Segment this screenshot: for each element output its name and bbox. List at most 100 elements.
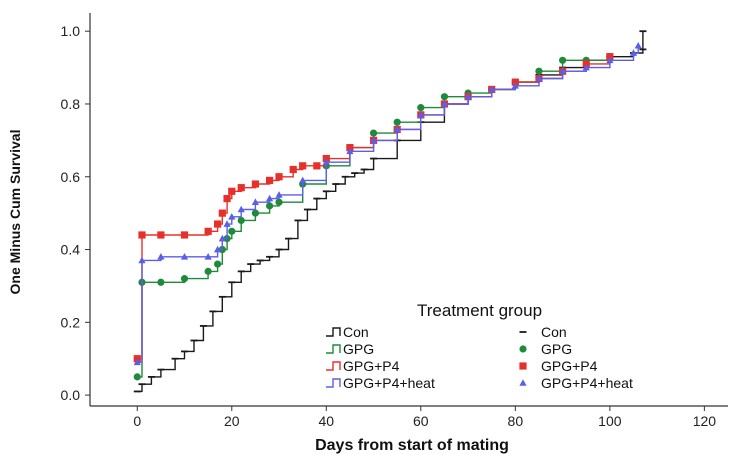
data-point bbox=[204, 253, 212, 260]
data-point bbox=[228, 212, 236, 220]
legend-marker-label: GPG bbox=[541, 341, 572, 357]
data-point bbox=[133, 373, 141, 381]
legend-line-label: Con bbox=[343, 324, 369, 340]
data-point bbox=[237, 184, 245, 192]
data-point bbox=[393, 125, 401, 133]
y-tick-label: 0.8 bbox=[61, 96, 81, 112]
legend-line-label: GPG+P4+heat bbox=[343, 375, 435, 391]
legend-step-swatch bbox=[326, 361, 341, 371]
x-tick-label: 20 bbox=[224, 413, 240, 429]
data-point bbox=[289, 165, 297, 174]
data-point bbox=[275, 191, 283, 198]
data-point bbox=[417, 111, 425, 118]
legend-marker-swatch bbox=[519, 345, 527, 353]
data-point bbox=[606, 56, 614, 64]
data-point bbox=[214, 245, 222, 253]
series-con bbox=[133, 30, 647, 393]
data-point bbox=[228, 227, 236, 235]
data-point bbox=[180, 231, 189, 239]
y-tick-label: 0.2 bbox=[61, 314, 81, 330]
data-point bbox=[511, 81, 519, 89]
data-point bbox=[157, 278, 165, 286]
data-point bbox=[346, 147, 354, 155]
y-tick-label: 0.4 bbox=[61, 242, 81, 258]
data-point bbox=[204, 227, 212, 235]
data-point bbox=[204, 267, 212, 275]
data-point bbox=[558, 67, 567, 75]
legend-marker-swatch bbox=[519, 379, 527, 386]
data-point bbox=[228, 187, 236, 195]
x-tick-label: 100 bbox=[598, 413, 622, 429]
legend-step-swatch bbox=[326, 344, 341, 354]
legend-step-swatch bbox=[326, 327, 341, 337]
series-line bbox=[137, 31, 644, 393]
data-point bbox=[634, 41, 642, 49]
data-point bbox=[214, 220, 222, 228]
legend-marker-label: GPG+P4 bbox=[541, 358, 598, 374]
data-point bbox=[133, 358, 141, 366]
data-point bbox=[299, 176, 307, 184]
legend: Treatment group ConGPGGPG+P4GPG+P4+heatC… bbox=[326, 301, 633, 391]
data-point bbox=[180, 253, 189, 260]
data-point bbox=[417, 104, 425, 112]
data-point bbox=[251, 180, 260, 188]
data-point bbox=[223, 220, 231, 227]
data-point bbox=[237, 205, 245, 213]
data-point bbox=[558, 56, 567, 64]
series-gpg-plus-p4-plus-heat bbox=[133, 41, 642, 366]
x-tick-label: 40 bbox=[319, 413, 335, 429]
tick-group: 0 20 40 60 80 100 120 0.0 0.2 0.4 0.6 0.8 1.0 bbox=[61, 23, 717, 429]
data-point bbox=[299, 162, 307, 170]
data-point bbox=[265, 194, 274, 202]
data-point bbox=[393, 118, 401, 126]
x-axis-title: Days from start of mating bbox=[315, 437, 509, 454]
legend-title: Treatment group bbox=[417, 301, 542, 320]
data-point bbox=[313, 162, 321, 170]
legend-marker-swatch bbox=[519, 362, 527, 370]
data-point bbox=[218, 234, 226, 242]
series-line bbox=[137, 45, 639, 363]
data-point bbox=[265, 176, 274, 184]
data-point bbox=[275, 173, 283, 181]
series-layer bbox=[133, 30, 647, 393]
data-point bbox=[535, 74, 543, 82]
series-line bbox=[137, 56, 611, 378]
data-point bbox=[369, 136, 378, 144]
data-point bbox=[629, 49, 638, 56]
y-axis-title: One Minus Cum Survival bbox=[7, 130, 23, 295]
data-point bbox=[223, 194, 231, 203]
legend-line-label: GPG+P4 bbox=[343, 358, 400, 374]
x-tick-label: 0 bbox=[133, 413, 141, 429]
data-point bbox=[440, 100, 449, 107]
data-point bbox=[535, 67, 543, 75]
data-point bbox=[138, 256, 146, 264]
data-point bbox=[322, 158, 330, 165]
data-point bbox=[265, 202, 274, 210]
x-tick-label: 60 bbox=[413, 413, 429, 429]
data-point bbox=[464, 92, 472, 100]
data-point bbox=[157, 253, 165, 260]
y-tick-label: 1.0 bbox=[61, 23, 81, 39]
x-tick-label: 120 bbox=[693, 413, 717, 429]
data-point bbox=[157, 231, 165, 239]
x-tick-label: 80 bbox=[508, 413, 524, 429]
data-point bbox=[251, 198, 260, 206]
legend-step-swatch bbox=[326, 378, 341, 388]
legend-marker-label: GPG+P4+heat bbox=[541, 375, 633, 391]
data-point bbox=[237, 216, 245, 225]
legend-line-label: GPG bbox=[343, 341, 374, 357]
data-point bbox=[180, 275, 189, 283]
data-point bbox=[275, 198, 283, 206]
data-point bbox=[582, 63, 590, 71]
legend-marker-label: Con bbox=[541, 324, 567, 340]
y-tick-label: 0.0 bbox=[61, 387, 81, 403]
data-point bbox=[251, 209, 260, 217]
data-point bbox=[218, 209, 226, 217]
data-point bbox=[369, 129, 378, 137]
data-point bbox=[488, 85, 496, 93]
data-point bbox=[214, 260, 222, 268]
data-point bbox=[138, 231, 146, 239]
y-tick-label: 0.6 bbox=[61, 169, 81, 185]
data-point bbox=[440, 93, 449, 101]
